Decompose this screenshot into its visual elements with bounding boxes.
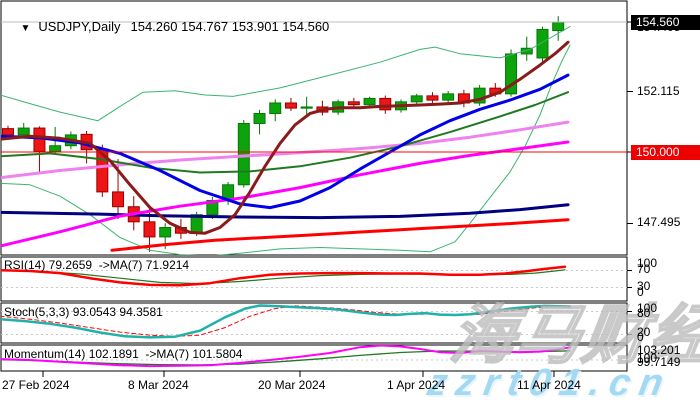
momentum-label: Momentum(14) 102.1891 ->MA(7) 101.5804 [4, 347, 243, 361]
current-price-badge: 154.560 [631, 15, 700, 30]
rsi-pane [0, 256, 628, 302]
stoch-scale-100: 100 [637, 301, 658, 315]
price-tick-152115: 152.115 [637, 84, 680, 98]
momentum-scale-100: 100 [637, 351, 658, 365]
stoch-label: Stoch(5,3,3) 93.0543 94.3581 [4, 305, 163, 319]
mom-pane [0, 344, 628, 372]
ohlc-values: 154.260 154.767 153.901 154.560 [130, 19, 330, 34]
momentum-pane-content [1, 345, 627, 368]
symbol-period-label: USDJPY,Daily [38, 19, 121, 34]
date-label-8mar: 8 Mar 2024 [128, 378, 189, 392]
rsi-scale-100: 100 [637, 256, 658, 270]
date-label-1apr: 1 Apr 2024 [387, 378, 446, 392]
date-label-20mar: 20 Mar 2024 [258, 378, 326, 392]
rsi-scale-70: 70 [637, 262, 651, 276]
rsi-pane-content [1, 265, 627, 288]
rsi-scale-30: 30 [637, 279, 651, 293]
stoch-pane-content [1, 304, 627, 339]
momentum-scale-max: 103.201 [637, 343, 681, 357]
date-label-27feb: 27 Feb 2024 [2, 378, 70, 392]
rsi-label: RSI(14) 79.2659 ->MA(7) 71.9214 [4, 258, 190, 272]
level-150-badge: 150.000 [631, 145, 700, 160]
chart-title: ▼ USDJPY,Daily 154.260 154.767 153.901 154… [6, 4, 329, 49]
date-label-11apr: 11 Apr 2024 [517, 378, 581, 392]
stoch-scale-0: 0 [637, 330, 644, 344]
stoch-pane [0, 302, 628, 344]
axis-ticks [42, 21, 633, 377]
momentum-scale-min: 99.7149 [637, 355, 681, 369]
stoch-scale-80: 80 [637, 306, 651, 320]
collapse-arrow-icon[interactable]: ▼ [20, 23, 31, 34]
price-tick-147495: 147.495 [637, 215, 681, 229]
main-pane-content [1, 16, 627, 255]
rsi-scale-0: 0 [637, 285, 644, 299]
partial-price-label: 154.405 [637, 29, 680, 34]
stoch-scale-20: 20 [637, 325, 651, 339]
